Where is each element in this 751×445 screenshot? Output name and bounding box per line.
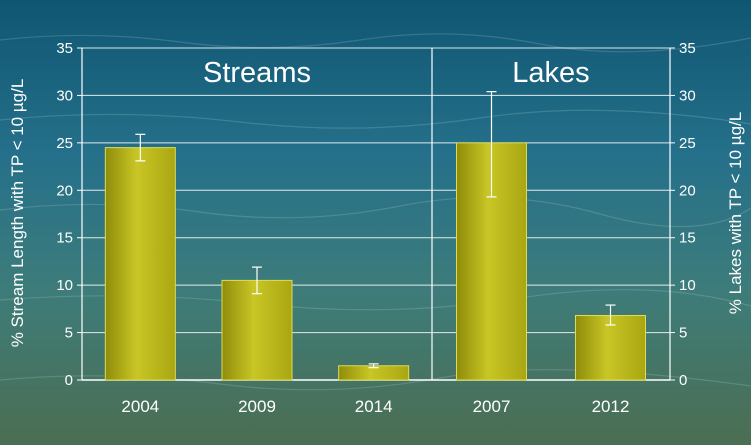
- x-axis-labels: 2004 2009 2014 2007 2012: [121, 397, 629, 416]
- left-y-axis: 0 5 10 15 20 25 30 35: [56, 40, 82, 389]
- y-tick-label-right: 35: [679, 40, 696, 57]
- y-axis-title-left: % Stream Length with TP < 10 µg/L: [8, 79, 27, 348]
- right-y-axis: 0 5 10 15 20 25 30 35: [670, 40, 696, 389]
- bar-2012: [575, 314, 646, 381]
- bar-2009: [221, 279, 293, 381]
- y-tick-label-left: 15: [56, 230, 73, 247]
- y-tick-label-right: 10: [679, 277, 696, 294]
- y-tick-label-left: 35: [56, 40, 73, 57]
- y-tick-label-right: 0: [679, 372, 687, 389]
- category-label-2009: 2009: [238, 397, 276, 416]
- y-tick-label-right: 20: [679, 182, 696, 199]
- panel-title: Lakes: [512, 57, 589, 89]
- y-tick-label-right: 25: [679, 135, 696, 152]
- category-label-2014: 2014: [355, 397, 393, 416]
- error-bars: [135, 91, 616, 369]
- y-axis-title-right: % Lakes with TP < 10 µg/L: [726, 112, 745, 314]
- y-tick-label-left: 20: [56, 182, 73, 199]
- panel-titles: Streams Lakes: [203, 57, 590, 89]
- bar-2004: [104, 147, 176, 381]
- y-tick-label-right: 5: [679, 325, 687, 342]
- panel-title: Streams: [203, 57, 311, 89]
- y-tick-label-left: 0: [65, 372, 73, 389]
- y-tick-label-left: 10: [56, 277, 73, 294]
- y-tick-label-left: 30: [56, 87, 73, 104]
- y-tick-label-left: 25: [56, 135, 73, 152]
- category-label-2012: 2012: [592, 397, 630, 416]
- category-label-2007: 2007: [473, 397, 511, 416]
- y-tick-label-left: 5: [65, 325, 73, 342]
- y-tick-label-right: 30: [679, 87, 696, 104]
- category-label-2004: 2004: [121, 397, 159, 416]
- y-tick-label-right: 15: [679, 230, 696, 247]
